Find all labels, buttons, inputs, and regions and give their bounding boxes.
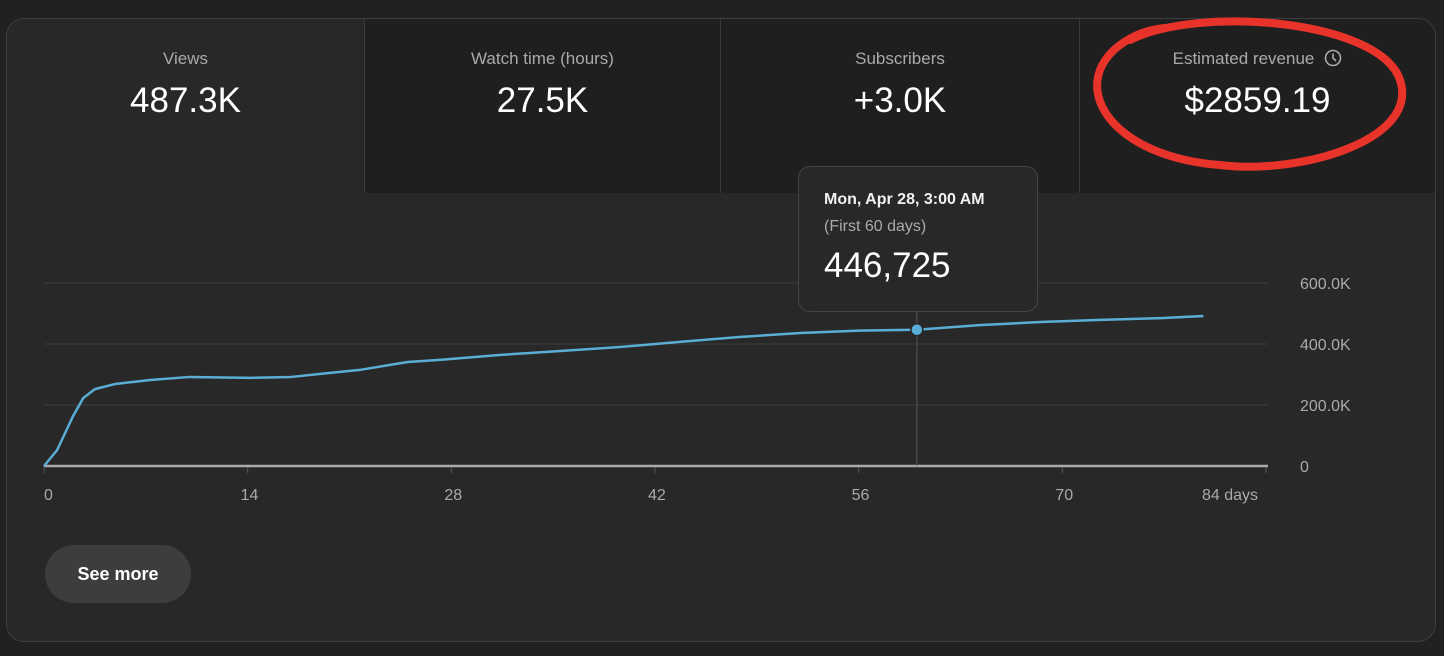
tooltip-subtitle: (First 60 days)	[824, 218, 927, 235]
x-tick-label: 14	[241, 487, 259, 504]
x-tick-label: 84 days	[1202, 487, 1258, 504]
tab-label: Subscribers	[855, 49, 945, 68]
tab-value: 487.3K	[130, 81, 241, 120]
see-more-button[interactable]: See more	[45, 545, 191, 603]
x-tick-label: 70	[1055, 487, 1073, 504]
y-tick-label: 0	[1300, 459, 1309, 476]
x-tick-label: 42	[648, 487, 666, 504]
views-series-line	[43, 314, 1204, 467]
tooltip-value: 446,725	[824, 246, 951, 285]
tooltip-date: Mon, Apr 28, 3:00 AM	[824, 191, 985, 208]
chart-tooltip: Mon, Apr 28, 3:00 AM (First 60 days) 446…	[798, 166, 1038, 312]
x-tick-label: 56	[852, 487, 870, 504]
hover-point	[910, 322, 924, 337]
tab-watch-time[interactable]: Watch time (hours) 27.5K	[364, 19, 720, 193]
tab-views[interactable]: Views 487.3K	[7, 19, 364, 193]
y-tick-label: 600.0K	[1300, 276, 1351, 293]
tab-value: 27.5K	[496, 81, 589, 120]
tab-label: Watch time (hours)	[471, 49, 614, 68]
y-tick-label: 200.0K	[1300, 398, 1351, 415]
x-tick-label: 0	[44, 487, 53, 504]
x-tick-label: 28	[444, 487, 462, 504]
y-tick-label: 400.0K	[1300, 337, 1351, 354]
tab-subscribers[interactable]: Subscribers +3.0K	[720, 19, 1079, 193]
tab-label: Views	[162, 49, 209, 68]
tab-value: +3.0K	[853, 81, 947, 120]
